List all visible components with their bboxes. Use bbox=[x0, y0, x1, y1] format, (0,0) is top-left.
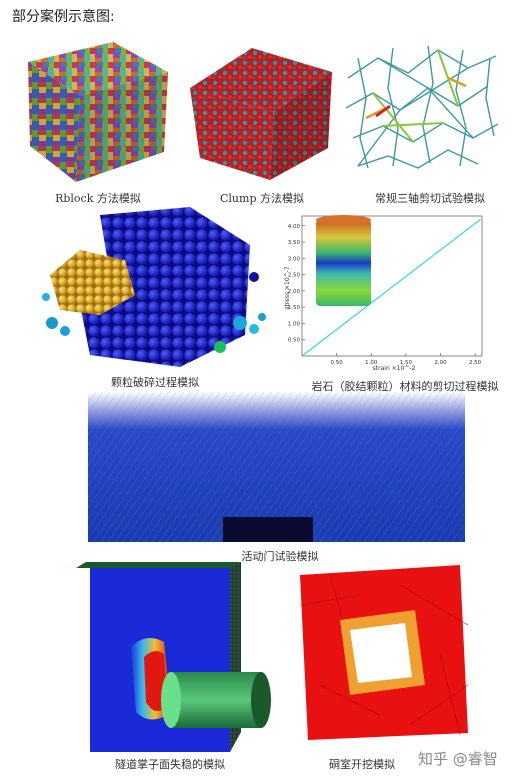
y-tick-label: 2.50 bbox=[288, 273, 301, 279]
chart-axes: 0.50 1.00 1.50 2.00 2.50 3.00 3.50 4.00 0.50 1.00… bbox=[288, 215, 483, 366]
caption-crushing: 颗粒破碎过程模拟 bbox=[111, 376, 199, 389]
triaxial-image bbox=[338, 38, 503, 173]
caption-clump: Clump 方法模拟 bbox=[220, 192, 304, 205]
y-tick-label: 1.50 bbox=[288, 305, 301, 311]
caption-cavern: 硐室开挖模拟 bbox=[329, 758, 395, 771]
chart-ylabel: stress ×10^-7 bbox=[284, 266, 291, 310]
caption-triaxial: 常规三轴剪切试验模拟 bbox=[375, 192, 485, 205]
stress-strain-chart: stress ×10^-7 strain ×10^-2 0.50 1.00 1.50… bbox=[284, 215, 483, 372]
x-tick-label: 0.50 bbox=[330, 360, 343, 366]
chart-series bbox=[301, 218, 481, 357]
y-tick-label: 2.00 bbox=[288, 289, 301, 295]
watermark-text: 知乎 @睿智 bbox=[418, 750, 498, 768]
chart-xlabel: strain ×10^-2 bbox=[373, 365, 416, 372]
tunnel-face-image bbox=[76, 562, 281, 752]
y-tick-label: 3.00 bbox=[288, 256, 301, 262]
chart-frame bbox=[301, 215, 483, 357]
caption-rblock: Rblock 方法模拟 bbox=[55, 192, 141, 205]
crushing-image bbox=[40, 205, 275, 370]
trapdoor-image bbox=[88, 392, 465, 542]
x-tick-label: 1.00 bbox=[365, 360, 378, 366]
x-tick-label: 1.50 bbox=[400, 360, 413, 366]
page-heading: 部分案例示意图: bbox=[12, 9, 115, 25]
rock-specimen bbox=[316, 215, 371, 306]
rblock-image bbox=[18, 34, 178, 184]
y-tick-label: 0.50 bbox=[288, 338, 301, 344]
caption-trapdoor: 活动门试验模拟 bbox=[241, 550, 319, 563]
caption-rock-shear: 岩石（胶结颗粒）材料的剪切过程模拟 bbox=[311, 380, 499, 393]
y-tick-label: 4.00 bbox=[288, 224, 301, 230]
x-tick-label: 2.50 bbox=[469, 360, 482, 366]
series-line bbox=[301, 218, 481, 357]
rock-shear-chart: stress ×10^-7 strain ×10^-2 0.50 1.00 1.50… bbox=[282, 208, 492, 373]
y-tick-label: 3.50 bbox=[288, 240, 301, 246]
y-tick-label: 1.00 bbox=[288, 321, 301, 327]
caption-tunnel-face: 隧道掌子面失稳的模拟 bbox=[115, 758, 225, 771]
clump-image bbox=[182, 40, 342, 190]
x-tick-label: 2.00 bbox=[434, 360, 447, 366]
cavern-image bbox=[300, 565, 470, 740]
